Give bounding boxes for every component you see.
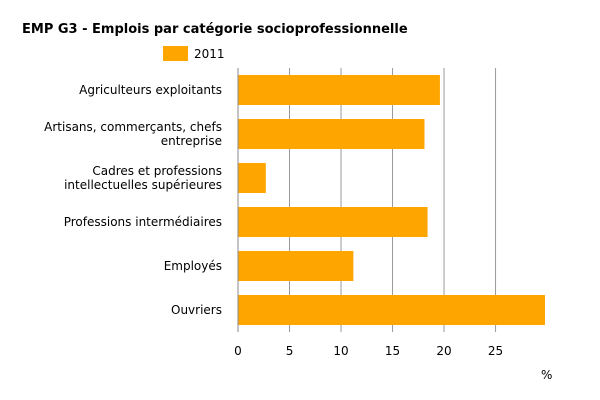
category-label: Ouvriers (171, 303, 222, 317)
category-labels: Agriculteurs exploitants Artisans, commer… (44, 83, 222, 317)
bar (238, 295, 545, 325)
x-tick-label: 20 (436, 344, 451, 358)
category-label-line: Employés (164, 259, 222, 273)
legend-label-2011: 2011 (194, 47, 225, 61)
x-tick-labels: 0 5 10 15 20 25 (234, 344, 503, 358)
bar (238, 75, 440, 105)
x-tick-label: 25 (488, 344, 503, 358)
category-label-line: entreprise (161, 134, 222, 148)
x-tick-label: 15 (385, 344, 400, 358)
category-label: Employés (164, 259, 222, 273)
x-axis-unit: % (541, 368, 552, 382)
bar (238, 207, 428, 237)
category-label: Professions intermédiaires (64, 215, 222, 229)
gridlines (289, 68, 497, 332)
category-label-line: intellectuelles supérieures (64, 178, 222, 192)
category-label: Agriculteurs exploitants (79, 83, 222, 97)
x-tick-label: 10 (333, 344, 348, 358)
bar (238, 119, 425, 149)
x-tick-label: 5 (286, 344, 294, 358)
bar (238, 251, 354, 281)
category-label-line: Professions intermédiaires (64, 215, 222, 229)
chart-title: EMP G3 - Emplois par catégorie socioprof… (22, 22, 408, 37)
category-label-line: Agriculteurs exploitants (79, 83, 222, 97)
category-label-line: Cadres et professions (92, 164, 222, 178)
category-label-line: Artisans, commerçants, chefs (44, 120, 222, 134)
legend-swatch-2011 (163, 46, 188, 61)
category-label: Cadres et professions intellectuelles sup… (64, 164, 222, 192)
category-label-line: Ouvriers (171, 303, 222, 317)
bar (238, 163, 266, 193)
x-tick-label: 0 (234, 344, 242, 358)
legend: 2011 (163, 46, 225, 61)
bars (238, 75, 545, 325)
category-label: Artisans, commerçants, chefs entreprise (44, 120, 222, 148)
